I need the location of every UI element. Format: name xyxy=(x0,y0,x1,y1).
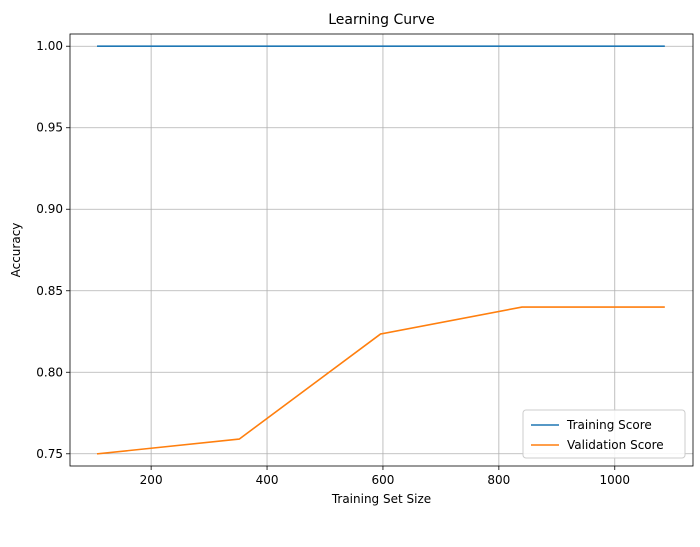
y-tick-label: 0.85 xyxy=(36,284,63,298)
y-tick-label: 0.95 xyxy=(36,121,63,135)
y-tick-label: 0.80 xyxy=(36,365,63,379)
legend: Training Score Validation Score xyxy=(522,409,686,459)
plot-frame xyxy=(69,33,694,467)
x-tick-label: 600 xyxy=(371,473,394,487)
legend-label: Training Score xyxy=(566,418,652,432)
x-axis-ticks: 200 400 600 800 1000 xyxy=(140,466,630,487)
x-tick-label: 400 xyxy=(256,473,279,487)
x-tick-label: 1000 xyxy=(599,473,630,487)
y-axis-ticks: 0.75 0.80 0.85 0.90 0.95 1.00 xyxy=(36,39,70,461)
x-tick-label: 200 xyxy=(140,473,163,487)
x-axis-title: Training Set Size xyxy=(331,492,431,506)
series-lines xyxy=(96,45,665,455)
y-tick-label: 1.00 xyxy=(36,39,63,53)
y-axis-title: Accuracy xyxy=(9,223,23,278)
legend-box xyxy=(522,409,686,459)
legend-label: Validation Score xyxy=(567,438,664,452)
y-tick-label: 0.90 xyxy=(36,202,63,216)
y-tick-label: 0.75 xyxy=(36,447,63,461)
x-tick-label: 800 xyxy=(487,473,510,487)
series-line-validation-score xyxy=(96,306,665,455)
chart-title: Learning Curve xyxy=(328,12,435,28)
